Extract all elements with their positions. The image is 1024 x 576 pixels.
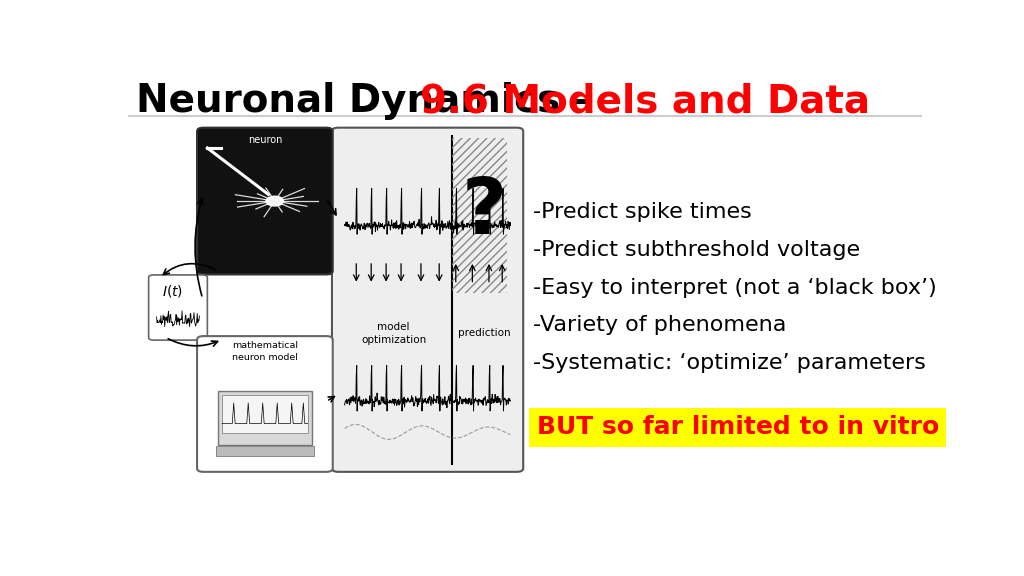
Bar bbox=[222, 396, 307, 433]
Bar bbox=[218, 391, 311, 445]
Text: -Predict subthreshold voltage: -Predict subthreshold voltage bbox=[532, 240, 860, 260]
Text: -Variety of phenomena: -Variety of phenomena bbox=[532, 315, 786, 335]
Text: mathematical
neuron model: mathematical neuron model bbox=[231, 342, 298, 362]
Text: -Easy to interpret (not a ‘black box’): -Easy to interpret (not a ‘black box’) bbox=[532, 278, 937, 298]
Bar bbox=[216, 446, 314, 456]
Circle shape bbox=[266, 196, 284, 206]
Text: Neuronal Dynamics –: Neuronal Dynamics – bbox=[136, 82, 606, 120]
Text: -Predict spike times: -Predict spike times bbox=[532, 202, 752, 222]
Text: ?: ? bbox=[462, 174, 507, 250]
Bar bbox=[453, 138, 507, 293]
Text: BUT so far limited to in vitro: BUT so far limited to in vitro bbox=[537, 415, 939, 439]
Text: neuron: neuron bbox=[248, 135, 282, 145]
Text: -Systematic: ‘optimize’ parameters: -Systematic: ‘optimize’ parameters bbox=[532, 353, 926, 373]
FancyBboxPatch shape bbox=[332, 128, 523, 472]
FancyBboxPatch shape bbox=[148, 275, 207, 340]
FancyBboxPatch shape bbox=[197, 336, 333, 472]
Text: model
optimization: model optimization bbox=[361, 322, 426, 344]
Text: $I(t)$: $I(t)$ bbox=[162, 283, 182, 299]
Text: 9.6 Models and Data: 9.6 Models and Data bbox=[420, 82, 870, 120]
Text: prediction: prediction bbox=[458, 328, 511, 339]
FancyBboxPatch shape bbox=[197, 128, 333, 275]
